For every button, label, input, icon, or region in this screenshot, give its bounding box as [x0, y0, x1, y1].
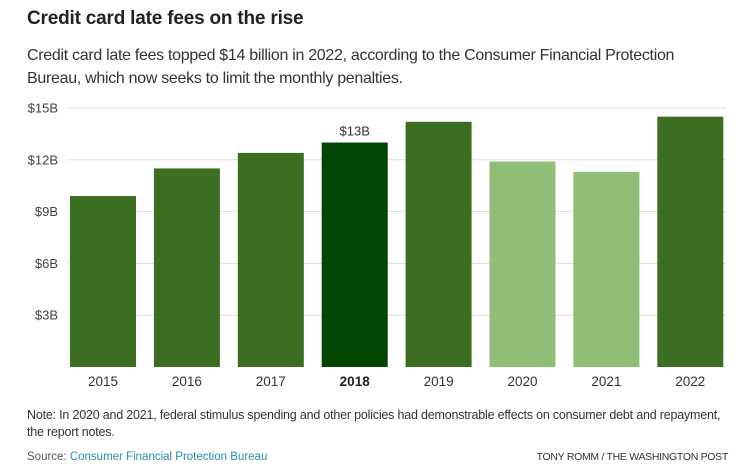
- x-tick-label: 2016: [172, 374, 202, 389]
- x-tick-label: 2017: [256, 374, 286, 389]
- chart-note: Note: In 2020 and 2021, federal stimulus…: [27, 408, 721, 439]
- y-tick-label: $12B: [28, 152, 58, 167]
- x-tick-label: 2015: [88, 374, 118, 389]
- bar-2017: [237, 152, 304, 367]
- chart-subtitle: Credit card late fees topped $14 billion…: [27, 47, 675, 87]
- bar-2015: [70, 196, 136, 367]
- y-tick-label: $6B: [35, 256, 58, 271]
- bar-2018: [321, 142, 388, 367]
- credit-line: TONY ROMM / THE WASHINGTON POST: [536, 451, 729, 463]
- x-tick-label: 2019: [424, 374, 454, 389]
- bar-2022: [657, 116, 724, 367]
- y-tick-label: $15B: [28, 101, 58, 116]
- x-tick-label: 2020: [507, 374, 537, 389]
- y-axis-labels: $3B $6B $9B $12B $15B: [28, 101, 58, 323]
- chart-title: Credit card late fees on the rise: [27, 8, 304, 29]
- source-line: Source: Consumer Financial Protection Bu…: [27, 451, 267, 463]
- bar-2020: [489, 161, 556, 367]
- y-tick-label: $3B: [35, 308, 58, 323]
- x-tick-label: 2021: [591, 374, 621, 389]
- source-link[interactable]: Consumer Financial Protection Bureau: [69, 451, 268, 463]
- annotations: $13B: [340, 124, 370, 139]
- x-axis-labels: 2015 2016 2017 2018 2019 2020 2021 2022: [88, 374, 705, 389]
- bar-2016: [153, 168, 220, 367]
- source-prefix: Source:: [27, 451, 70, 463]
- y-tick-label: $9B: [35, 204, 58, 219]
- bar-2019: [405, 121, 472, 368]
- data-label-2018: $13B: [340, 124, 370, 139]
- bar-chart: $3B$6B$9B$12B$15B 2015 2016 2017 2018 2019 20…: [28, 101, 726, 389]
- x-tick-label: 2022: [675, 374, 705, 389]
- x-tick-label: 2018: [340, 374, 371, 389]
- bars: [70, 116, 724, 368]
- bar-2021: [573, 171, 640, 367]
